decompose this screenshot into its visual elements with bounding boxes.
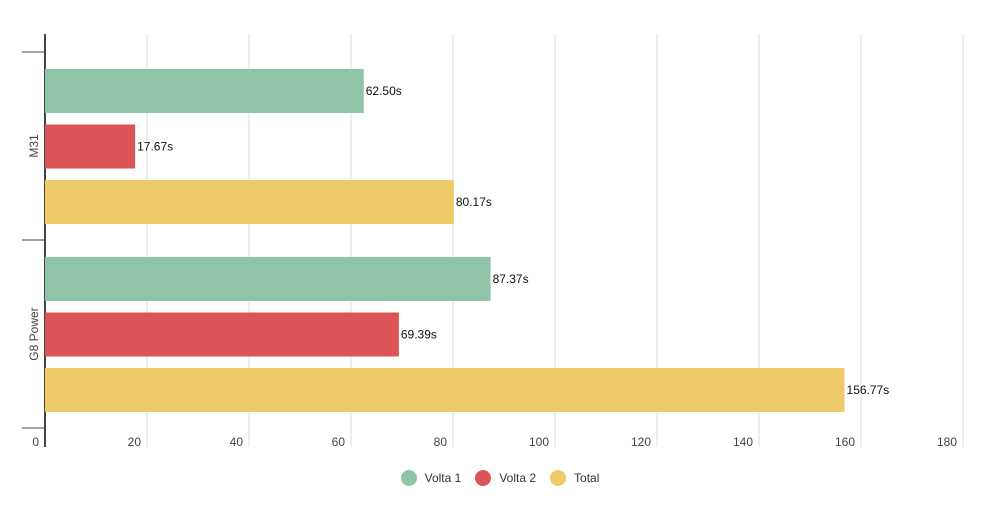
bar: [45, 312, 399, 357]
data-label: 69.39s: [401, 328, 437, 342]
data-label: 80.17s: [456, 195, 492, 209]
legend-item[interactable]: Volta 1: [400, 470, 462, 486]
x-tick-label: 160: [835, 435, 855, 449]
legend-label: Total: [574, 471, 600, 485]
x-tick-label: 60: [332, 435, 346, 449]
data-label: 156.77s: [847, 383, 890, 397]
x-tick-label: 120: [631, 435, 651, 449]
x-tick-label: 20: [128, 435, 142, 449]
legend-swatch-icon: [400, 470, 417, 486]
legend-swatch-icon: [550, 470, 567, 486]
legend-item[interactable]: Volta 2: [475, 470, 536, 486]
data-label: 62.50s: [366, 84, 402, 98]
x-tick-label: 0: [32, 435, 39, 449]
x-tick-label: 140: [733, 435, 753, 449]
plot-area: 0 20 40 60 80 100 120 140 160 180 M31 62.50s 17.67s 8…: [22, 34, 964, 449]
legend-swatch-icon: [475, 470, 492, 486]
legend-label: Volta 1: [424, 471, 462, 485]
bar: [45, 124, 136, 169]
x-tick-label: 40: [230, 435, 244, 449]
legend: Volta 1 Volta 2 Total: [0, 470, 1000, 486]
legend-label: Volta 2: [499, 471, 537, 485]
bar: [45, 257, 491, 301]
x-tick-label: 100: [529, 435, 549, 449]
x-tick-label: 180: [937, 435, 957, 449]
category-label: G8 Power: [27, 307, 41, 360]
bar: [45, 368, 845, 412]
legend-item[interactable]: Total: [550, 470, 599, 486]
bar: [45, 180, 454, 224]
bar: [45, 69, 364, 113]
x-tick-label: 80: [434, 435, 448, 449]
data-label: 87.37s: [493, 272, 529, 286]
category-label: M31: [27, 134, 41, 158]
data-label: 17.67s: [137, 140, 173, 154]
